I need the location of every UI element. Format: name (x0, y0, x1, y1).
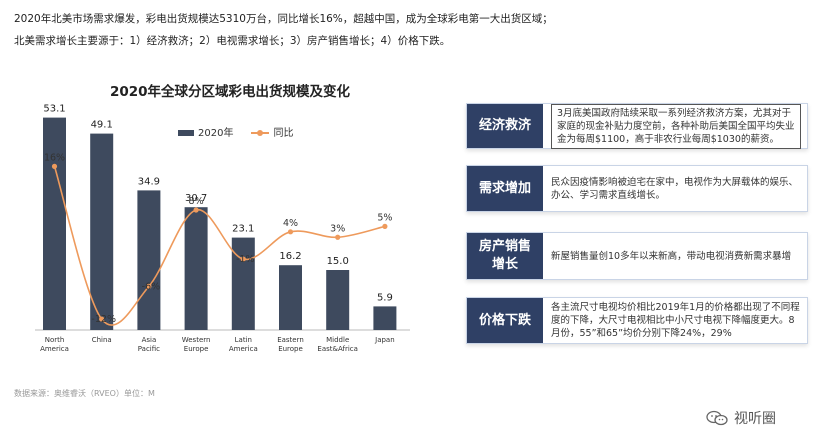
intro-line-2: 北美需求增长主要源于：1）经济救济；2）电视需求增长；3）房产销售增长；4）价格… (14, 35, 451, 47)
bar-value-label: 15.0 (327, 256, 349, 267)
yoy-point (382, 223, 388, 229)
bar (43, 117, 66, 330)
reason-tag: 房产销售增长 (467, 233, 543, 279)
bar-value-label: 23.1 (232, 224, 254, 235)
bar (326, 270, 350, 330)
watermark: 视听圈 (706, 408, 776, 428)
legend-swatch-bar (178, 130, 194, 136)
legend-item-bar: 2020年 (178, 124, 233, 139)
bar-value-label: 16.2 (279, 251, 301, 262)
bar (90, 133, 114, 330)
category-tick-label: North America (40, 336, 69, 353)
yoy-point (240, 256, 246, 262)
yoy-value-label: -6% (142, 281, 161, 292)
bar-line-chart: 53.1 North America 49.1 China 34.9 Asia Pacific… (35, 104, 410, 353)
bar (279, 265, 302, 330)
reason-description: 民众因疫情影响被迫宅在家中，电视作为大屏载体的娱乐、办公、学习需求直线增长。 (551, 176, 799, 201)
reason-description: 3月底美国政府陆续采取一系列经济救济方案，尤其对于家庭的现金补贴力度空前，各种补… (551, 103, 801, 149)
yoy-value-label: -12% (91, 314, 116, 325)
bar (184, 207, 208, 330)
category-tick-label: Japan (374, 336, 395, 344)
data-source-note: 数据来源：奥维睿沃（RVEO）单位：M (14, 389, 155, 398)
bar-value-label: 5.9 (377, 292, 393, 303)
legend-label-line: 同比 (273, 128, 294, 139)
reason-description: 新屋销售量创10多年以来新高，带动电视消费新需求暴增 (551, 250, 792, 262)
legend-item-line: 同比 (251, 124, 293, 139)
intro-line-1: 2020年北美市场需求爆发，彩电出货规模达5310万台，同比增长16%，超越中国… (14, 13, 553, 25)
bar (137, 190, 161, 330)
bar (373, 306, 397, 330)
chart-legend: 2020年 同比 (178, 124, 293, 139)
yoy-point (193, 207, 199, 213)
yoy-point (335, 234, 341, 240)
category-tick-label: Latin America (229, 336, 258, 353)
yoy-value-label: 3% (330, 223, 345, 234)
legend-label-bar: 2020年 (198, 128, 234, 139)
yoy-value-label: 16% (44, 152, 65, 163)
bar (231, 237, 255, 330)
category-tick-label: Eastern Europe (277, 336, 304, 353)
reason-description: 各主流尺寸电视均价相比2019年1月的价格都出现了不同程度的下降，大尺寸电视相比… (551, 302, 800, 339)
wechat-icon (706, 410, 728, 426)
bar-value-label: 53.1 (43, 104, 65, 115)
category-tick-label: Middle East&Africa (317, 336, 358, 353)
yoy-point (146, 283, 152, 289)
reason-panel-economic-relief: 经济救济 3月底美国政府陆续采取一系列经济救济方案，尤其对于家庭的现金补贴力度空… (466, 103, 808, 149)
yoy-value-label: 8% (189, 196, 204, 207)
yoy-value-label: 5% (377, 212, 392, 223)
reason-tag: 经济救济 (467, 104, 543, 148)
watermark-text: 视听圈 (734, 411, 776, 427)
yoy-point (99, 316, 105, 322)
yoy-value-label: -1% (236, 254, 255, 265)
reason-tag: 需求增加 (467, 166, 543, 211)
category-tick-label: Asia Pacific (138, 336, 160, 353)
reason-panel-price-drop: 价格下跌 各主流尺寸电视均价相比2019年1月的价格都出现了不同程度的下降，大尺… (466, 297, 808, 344)
category-tick-label: China (92, 336, 112, 344)
bar-value-label: 34.9 (138, 176, 160, 187)
category-tick-label: Western Europe (182, 336, 211, 353)
bar-value-label: 30.7 (185, 193, 207, 204)
yoy-point (51, 163, 58, 169)
reason-tag: 价格下跌 (467, 298, 543, 343)
reason-panel-housing-sales: 房产销售增长 新屋销售量创10多年以来新高，带动电视消费新需求暴增 (466, 232, 808, 280)
bar-value-label: 49.1 (91, 120, 113, 131)
yoy-value-label: 4% (283, 218, 298, 229)
legend-swatch-line (251, 130, 270, 136)
yoy-point (287, 229, 294, 235)
reason-panel-demand-increase: 需求增加 民众因疫情影响被迫宅在家中，电视作为大屏载体的娱乐、办公、学习需求直线… (466, 165, 808, 212)
reason-description-box: 3月底美国政府陆续采取一系列经济救济方案，尤其对于家庭的现金补贴力度空前，各种补… (551, 103, 801, 149)
chart-title: 2020年全球分区域彩电出货规模及变化 (109, 84, 351, 100)
